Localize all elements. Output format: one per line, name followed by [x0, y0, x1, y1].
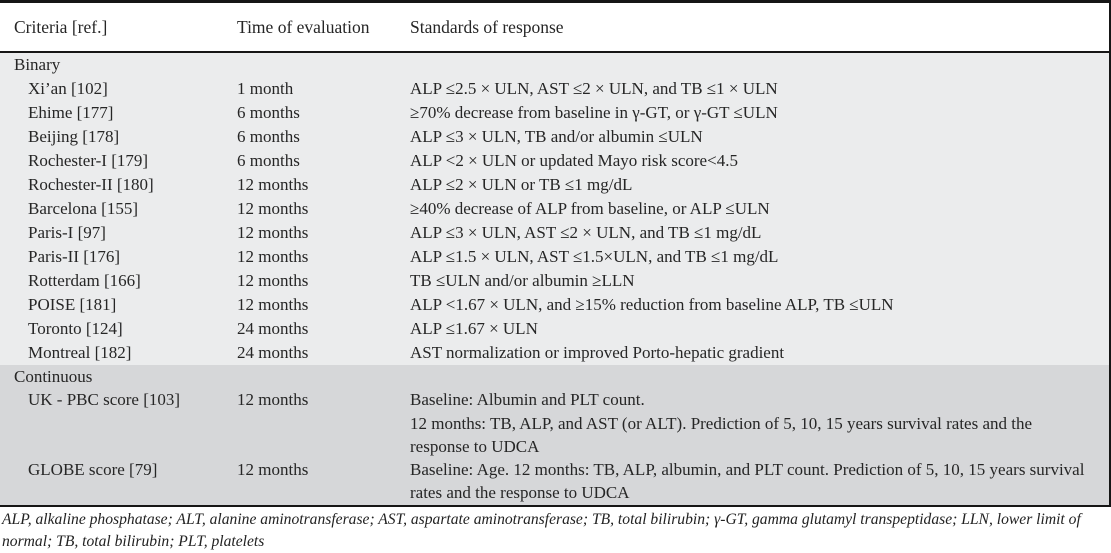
cell-standards: ≥70% decrease from baseline in γ-GT, or …: [410, 103, 778, 122]
cell-time: 6 months: [237, 127, 300, 146]
table-header-row: Criteria [ref.] Time of evaluation Stand…: [0, 3, 1109, 53]
cell-standards: ≥40% decrease of ALP from baseline, or A…: [410, 199, 770, 218]
section-label-row: Continuous: [0, 365, 1109, 388]
table-row: GLOBE score [79] 12 months Baseline: Age…: [0, 458, 1109, 505]
section-label: Binary: [14, 55, 61, 74]
cell-standards: ALP ≤3 × ULN, TB and/or albumin ≤ULN: [410, 127, 703, 146]
cell-criteria: Beijing [178]: [28, 127, 120, 146]
cell-criteria: Paris-I [97]: [28, 223, 106, 242]
cell-criteria: Paris-II [176]: [28, 247, 121, 266]
column-header-time: Time of evaluation: [237, 16, 370, 37]
cell-criteria: Rotterdam [166]: [28, 271, 141, 290]
table-row: Xi’an [102] 1 month ALP ≤2.5 × ULN, AST …: [0, 77, 1109, 101]
cell-standards: TB ≤ULN and/or albumin ≥LLN: [410, 271, 635, 290]
table-row: Rochester-I [179] 6 months ALP <2 × ULN …: [0, 149, 1109, 173]
cell-time: 24 months: [237, 343, 309, 362]
cell-time: 12 months: [237, 247, 309, 266]
cell-standards: Baseline: Age. 12 months: TB, ALP, album…: [410, 460, 1085, 503]
cell-time: 12 months: [237, 295, 309, 314]
cell-time: 12 months: [237, 223, 309, 242]
cell-time: 6 months: [237, 151, 300, 170]
cell-criteria: Xi’an [102]: [28, 79, 108, 98]
cell-time: 6 months: [237, 103, 300, 122]
cell-criteria: Rochester-I [179]: [28, 151, 149, 170]
section-label-row: Binary: [0, 53, 1109, 77]
cell-time: 12 months: [237, 175, 309, 194]
section-binary: Binary Xi’an [102] 1 month ALP ≤2.5 × UL…: [0, 53, 1109, 365]
cell-criteria: UK - PBC score [103]: [28, 390, 181, 410]
cell-standards: ALP ≤2 × ULN or TB ≤1 mg/dL: [410, 175, 633, 194]
column-header-criteria: Criteria [ref.]: [14, 16, 108, 37]
table-row: Montreal [182] 24 months AST normalizati…: [0, 341, 1109, 365]
table-row: Beijing [178] 6 months ALP ≤3 × ULN, TB …: [0, 125, 1109, 149]
table-row: Paris-I [97] 12 months ALP ≤3 × ULN, AST…: [0, 221, 1109, 245]
response-criteria-table: Criteria [ref.] Time of evaluation Stand…: [0, 0, 1111, 507]
cell-criteria: GLOBE score [79]: [28, 460, 158, 480]
cell-standards: AST normalization or improved Porto-hepa…: [410, 343, 785, 362]
section-continuous: Continuous UK - PBC score [103] 12 month…: [0, 365, 1109, 505]
cell-time: 12 months: [237, 199, 309, 218]
section-label: Continuous: [14, 367, 93, 386]
cell-standards: ALP <2 × ULN or updated Mayo risk score<…: [410, 151, 738, 170]
cell-time: 12 months: [237, 460, 309, 480]
cell-criteria: Toronto [124]: [28, 319, 123, 338]
table-footnote: ALP, alkaline phosphatase; ALT, alanine …: [2, 511, 1081, 550]
cell-standards: Baseline: Albumin and PLT count. 12 mont…: [410, 390, 1033, 456]
cell-standards: ALP <1.67 × ULN, and ≥15% reduction from…: [410, 295, 894, 314]
table-row: Toronto [124] 24 months ALP ≤1.67 × ULN: [0, 317, 1109, 341]
cell-criteria: POISE [181]: [28, 295, 117, 314]
cell-criteria: Montreal [182]: [28, 343, 132, 362]
cell-time: 12 months: [237, 390, 309, 410]
cell-standards: ALP ≤3 × ULN, AST ≤2 × ULN, and TB ≤1 mg…: [410, 223, 762, 242]
table-row: Paris-II [176] 12 months ALP ≤1.5 × ULN,…: [0, 245, 1109, 269]
cell-standards: ALP ≤1.67 × ULN: [410, 319, 538, 338]
cell-time: 1 month: [237, 79, 294, 98]
table-row: Ehime [177] 6 months ≥70% decrease from …: [0, 101, 1109, 125]
cell-time: 12 months: [237, 271, 309, 290]
cell-standards: ALP ≤2.5 × ULN, AST ≤2 × ULN, and TB ≤1 …: [410, 79, 778, 98]
cell-criteria: Rochester-II [180]: [28, 175, 154, 194]
cell-standards: ALP ≤1.5 × ULN, AST ≤1.5×ULN, and TB ≤1 …: [410, 247, 779, 266]
table-row: Rotterdam [166] 12 months TB ≤ULN and/or…: [0, 269, 1109, 293]
cell-criteria: Ehime [177]: [28, 103, 114, 122]
table-row: UK - PBC score [103] 12 months Baseline:…: [0, 388, 1109, 458]
column-header-standards: Standards of response: [410, 16, 564, 37]
table-row: Rochester-II [180] 12 months ALP ≤2 × UL…: [0, 173, 1109, 197]
table-row: Barcelona [155] 12 months ≥40% decrease …: [0, 197, 1109, 221]
table-row: POISE [181] 12 months ALP <1.67 × ULN, a…: [0, 293, 1109, 317]
cell-time: 24 months: [237, 319, 309, 338]
cell-criteria: Barcelona [155]: [28, 199, 138, 218]
